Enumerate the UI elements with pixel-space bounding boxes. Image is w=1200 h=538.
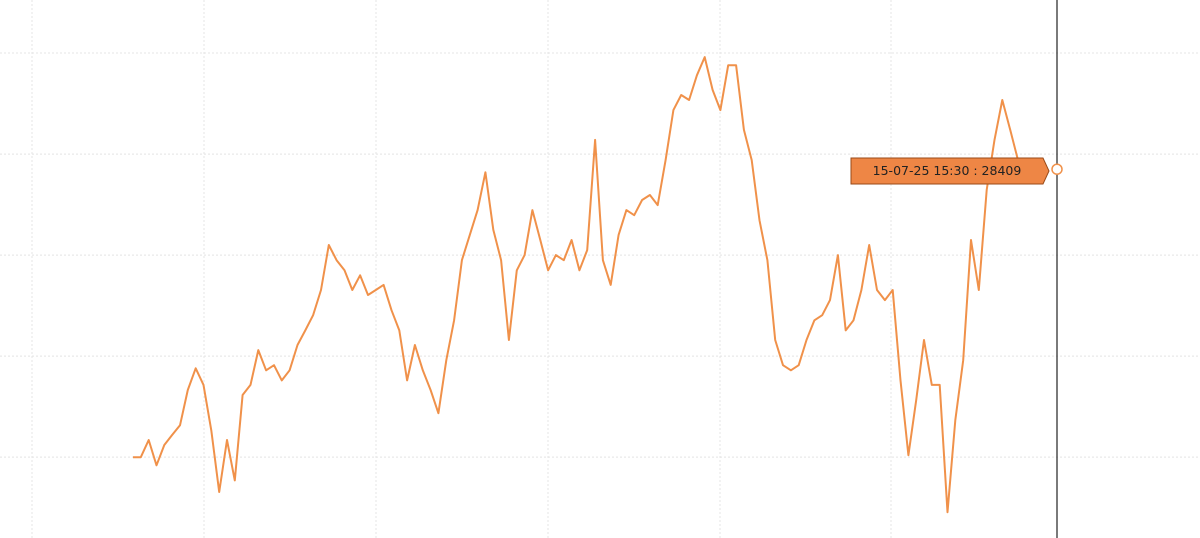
tooltip-box [850, 157, 1050, 185]
tooltip: 15-07-25 15:30 : 28409 [850, 157, 1050, 185]
tooltip-text: 15-07-25 15:30 : 28409 [873, 163, 1022, 178]
plot [0, 52, 1200, 514]
tooltip-marker [1051, 163, 1063, 175]
line-series [133, 56, 1019, 514]
vertical-grid [31, 0, 892, 538]
